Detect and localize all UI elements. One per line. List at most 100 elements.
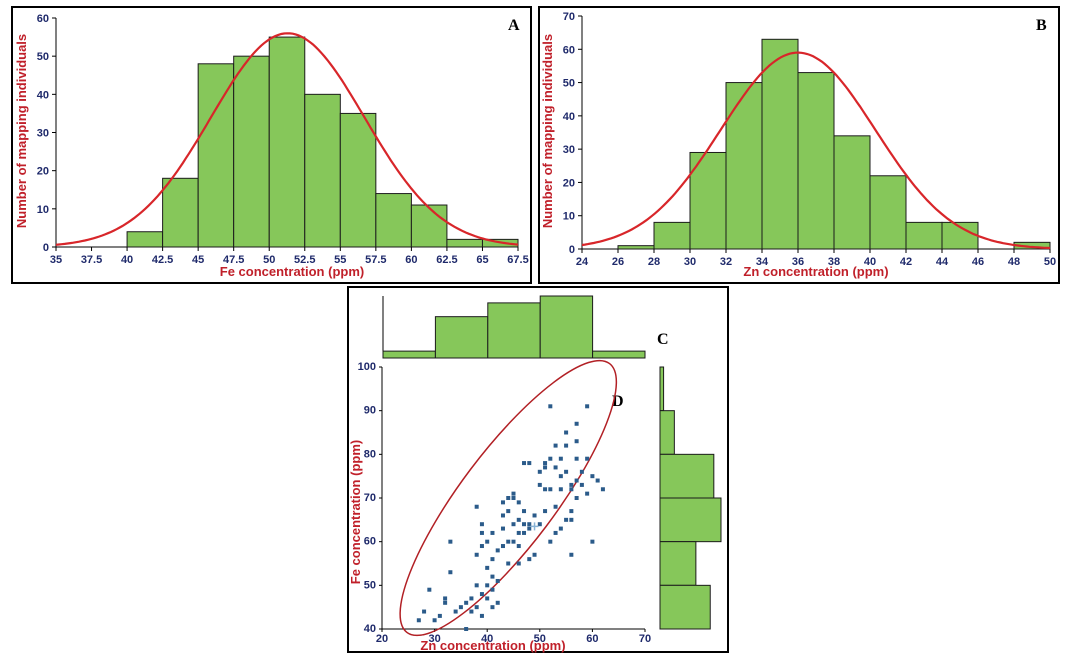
x-axis-title-zn: Zn concentration (ppm) xyxy=(743,264,888,279)
x-tick-label: 55 xyxy=(334,254,346,266)
x-axis-title-scatter: Zn concentration (ppm) xyxy=(420,638,565,653)
scatter-point xyxy=(558,456,563,461)
scatter-point xyxy=(474,552,479,557)
y-tick-label: 60 xyxy=(37,13,49,25)
scatter-point xyxy=(443,596,448,601)
x-tick-label: 32 xyxy=(720,256,732,268)
scatter-point xyxy=(485,565,490,570)
scatter-point xyxy=(479,613,484,618)
scatter-point xyxy=(532,552,537,557)
scatter-point xyxy=(590,474,595,479)
x-tick-label: 40 xyxy=(481,633,493,645)
marginal-histogram-right xyxy=(659,366,722,630)
histogram-bar xyxy=(375,193,412,248)
histogram-bar xyxy=(725,82,763,250)
panel-label-d: D xyxy=(612,393,624,410)
scatter-point xyxy=(479,522,484,527)
scatter-point xyxy=(522,522,527,527)
panel-label-c: C xyxy=(657,331,669,348)
y-tick-label: 0 xyxy=(569,244,575,256)
x-tick-label: 20 xyxy=(376,633,388,645)
y-tick-label: 50 xyxy=(563,78,575,90)
scatter-point xyxy=(516,561,521,566)
scatter-point xyxy=(585,491,590,496)
scatter-point xyxy=(558,487,563,492)
y-tick-label: 50 xyxy=(37,51,49,63)
x-tick-label: 50 xyxy=(263,254,275,266)
marginal-bar xyxy=(487,302,541,359)
scatter-point xyxy=(564,469,569,474)
scatter-point xyxy=(448,539,453,544)
scatter-point xyxy=(527,557,532,562)
confidence-ellipse xyxy=(399,359,618,637)
scatter-point xyxy=(500,500,505,505)
scatter-point xyxy=(548,456,553,461)
scatter-point xyxy=(553,530,558,535)
scatter-point xyxy=(516,530,521,535)
scatter-point xyxy=(469,609,474,614)
x-tick-label: 40 xyxy=(864,256,876,268)
x-tick-label: 30 xyxy=(684,256,696,268)
marginal-bar xyxy=(434,316,489,359)
scatter-point xyxy=(543,487,548,492)
scatter-point xyxy=(553,443,558,448)
y-tick-label: 40 xyxy=(364,623,376,635)
scatter-point xyxy=(590,539,595,544)
scatter-point xyxy=(511,491,516,496)
scatter-point xyxy=(506,539,511,544)
scatter-point xyxy=(569,487,574,492)
x-tick-label: 67.5 xyxy=(507,254,528,266)
scatter-point xyxy=(500,526,505,531)
panel-label-b: B xyxy=(1036,17,1047,34)
scatter-point xyxy=(506,496,511,500)
x-tick-label: 57.5 xyxy=(365,254,386,266)
scatter-point xyxy=(479,544,484,549)
scatter-point xyxy=(479,592,484,597)
y-tick-label: 30 xyxy=(37,128,49,140)
scatter-point xyxy=(511,539,516,544)
scatter-point xyxy=(574,496,579,500)
scatter-point xyxy=(543,509,548,514)
scatter-point xyxy=(522,461,527,466)
scatter-point xyxy=(458,605,463,610)
scatter-point xyxy=(579,482,584,487)
y-tick-label: 20 xyxy=(563,177,575,189)
scatter-point xyxy=(416,618,421,623)
x-tick-label: 70 xyxy=(639,633,651,645)
y-tick-label: 70 xyxy=(563,11,575,23)
histogram-bar xyxy=(410,204,448,248)
scatter-point xyxy=(548,404,553,409)
scatter-point xyxy=(500,544,505,549)
x-tick-label: 48 xyxy=(1008,256,1020,268)
scatter-point xyxy=(574,478,579,483)
scatter-point xyxy=(579,469,584,474)
scatter-point xyxy=(553,504,558,509)
histogram-bar xyxy=(126,231,164,248)
scatter-point xyxy=(464,600,469,605)
scatter-point xyxy=(485,583,490,588)
y-tick-label: 0 xyxy=(43,242,49,254)
scatter-point xyxy=(506,561,511,566)
scatter-point xyxy=(516,517,521,522)
x-tick-label: 28 xyxy=(648,256,660,268)
scatter-point xyxy=(500,513,505,518)
histogram-bar xyxy=(797,72,835,250)
marginal-bar xyxy=(659,497,722,543)
histogram-bar xyxy=(761,38,799,250)
scatter-point xyxy=(511,496,516,500)
histogram-bar xyxy=(833,135,871,250)
panel-cd-frame xyxy=(347,286,729,653)
histogram-bar xyxy=(653,221,691,250)
mean-marker xyxy=(530,522,539,531)
scatter-point xyxy=(432,618,437,623)
scatter-point xyxy=(490,530,495,535)
scatter-point xyxy=(490,574,495,579)
scatter-point xyxy=(469,596,474,601)
marginal-bar xyxy=(659,541,697,586)
scatter-point xyxy=(558,526,563,531)
marginal-bar xyxy=(659,584,711,630)
histogram-bar xyxy=(446,238,483,248)
scatter-point xyxy=(569,509,574,514)
scatter-point xyxy=(564,430,569,435)
y-tick-label: 60 xyxy=(563,44,575,56)
